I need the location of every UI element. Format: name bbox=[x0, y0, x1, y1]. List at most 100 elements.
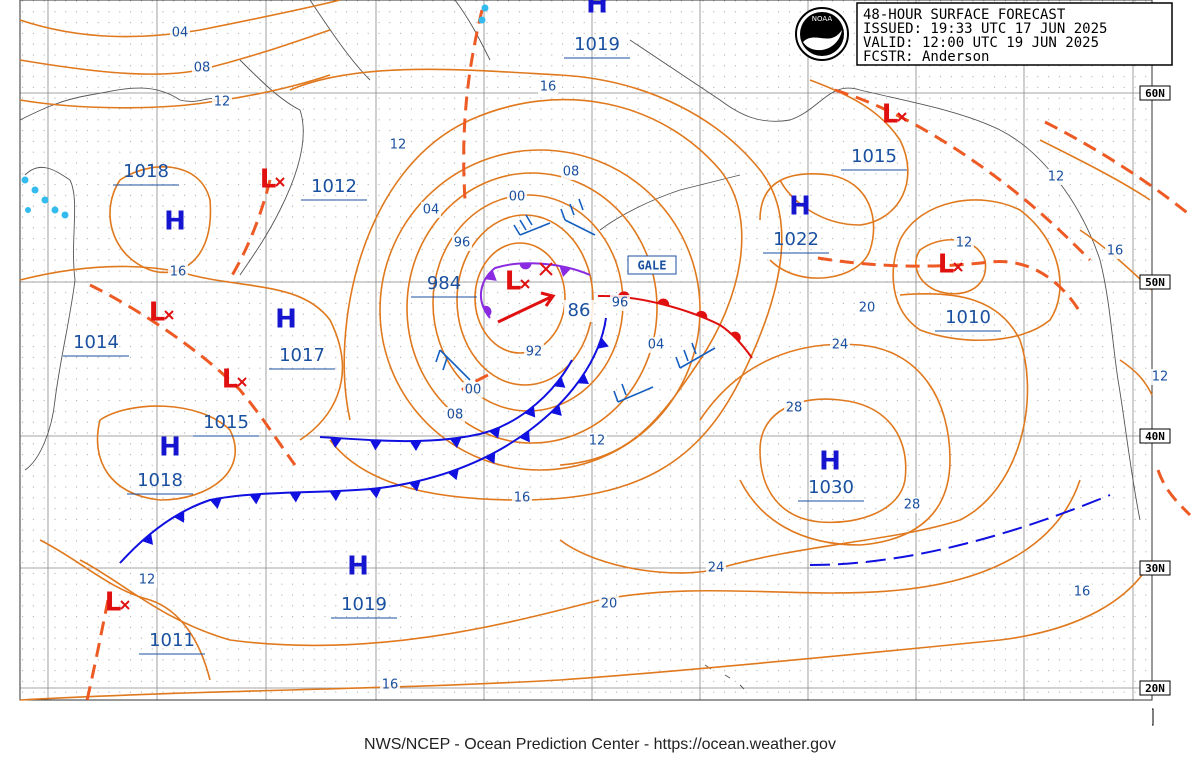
isobar-label-bg bbox=[538, 79, 558, 95]
axis-strip bbox=[20, 703, 1152, 731]
isobar-label-bg bbox=[1046, 169, 1066, 185]
center-pressure: 1018 bbox=[123, 161, 169, 182]
center-pressure: 1019 bbox=[341, 594, 387, 615]
isobar-label-bg bbox=[561, 164, 581, 180]
isobar-label: 12 bbox=[139, 573, 156, 588]
isobar-label: 96 bbox=[612, 296, 629, 311]
latitude-label: 30N bbox=[1145, 562, 1165, 575]
front-semicircle bbox=[695, 310, 708, 319]
troughs bbox=[78, 9, 1192, 731]
isobar-label-bg bbox=[564, 300, 594, 322]
center-pressure: 984 bbox=[427, 273, 461, 294]
front-triangle bbox=[329, 490, 342, 502]
isobar-label-bg bbox=[1072, 584, 1092, 600]
map-border bbox=[19, 0, 1153, 701]
isobar-label: 12 bbox=[1152, 370, 1169, 385]
noaa-text: NOAA bbox=[812, 15, 833, 23]
isobar-label: 96 bbox=[454, 236, 471, 251]
isobar-label: 12 bbox=[1048, 170, 1065, 185]
isobar-label-bg bbox=[524, 344, 544, 360]
front-triangle bbox=[447, 468, 459, 481]
isobar-label-bg bbox=[954, 235, 974, 251]
isobar-label-bg bbox=[421, 202, 441, 218]
motion-arrow bbox=[497, 291, 556, 324]
high-symbol: H bbox=[586, 0, 608, 20]
isobar-label: 04 bbox=[648, 338, 665, 353]
front-triangle bbox=[209, 497, 222, 509]
isobar-label: 16 bbox=[540, 80, 557, 95]
low-symbol: L bbox=[882, 100, 899, 130]
center-pressure: 1015 bbox=[851, 146, 897, 167]
center-pressure: 1019 bbox=[574, 34, 620, 55]
center-pressure: 1022 bbox=[773, 229, 819, 250]
center-pressure: 1010 bbox=[945, 307, 991, 328]
latitude-label: 20N bbox=[1145, 682, 1165, 695]
front-triangle bbox=[553, 376, 566, 388]
isobar-label: 16 bbox=[1107, 244, 1124, 259]
low-cross bbox=[275, 177, 285, 187]
isobar-label: 20 bbox=[859, 301, 876, 316]
front-semicircle bbox=[519, 263, 532, 270]
center-pressure: 1011 bbox=[149, 630, 195, 651]
isobar-label-bg bbox=[463, 382, 483, 398]
isobar-label: 08 bbox=[563, 165, 580, 180]
isobar-label: 86 bbox=[568, 300, 591, 321]
gale-warning-box bbox=[627, 255, 677, 275]
isobar-label: 16 bbox=[1074, 585, 1091, 600]
center-pressure: 1018 bbox=[137, 470, 183, 491]
isobar-label-bg bbox=[445, 407, 465, 423]
isobar-label: 24 bbox=[708, 561, 725, 576]
isobar-label-bg bbox=[599, 596, 619, 612]
gale-warning-group: GALE bbox=[627, 255, 677, 275]
isobar-label-bg bbox=[452, 235, 472, 251]
latitude-label: 40N bbox=[1145, 430, 1165, 443]
front-triangle bbox=[249, 493, 262, 505]
isobar-label: 00 bbox=[465, 383, 482, 398]
latitude-label-group: 50N bbox=[1139, 274, 1171, 290]
isobar-label: 20 bbox=[601, 597, 618, 612]
gale-warning: GALE bbox=[638, 259, 667, 273]
front-semicircle bbox=[730, 331, 741, 342]
noaa-logo: NOAA bbox=[795, 7, 849, 61]
isobar-label: 16 bbox=[170, 265, 187, 280]
high-symbol: H bbox=[159, 433, 181, 463]
high-symbol: H bbox=[275, 305, 297, 335]
latitude-label: 60N bbox=[1145, 87, 1165, 100]
isobar-label-bg bbox=[512, 490, 532, 506]
isobar-label: 12 bbox=[390, 138, 407, 153]
center-pressure: 1017 bbox=[279, 345, 325, 366]
low-cross bbox=[897, 112, 907, 122]
high-symbol: H bbox=[164, 207, 186, 237]
cyan-points bbox=[21, 4, 489, 219]
isobar-label: 00 bbox=[509, 190, 526, 205]
isobar-label-bg bbox=[168, 264, 188, 280]
low-symbol: L bbox=[222, 365, 239, 395]
low-cross bbox=[164, 310, 174, 320]
isobar-label: 08 bbox=[447, 408, 464, 423]
center-x bbox=[539, 262, 553, 276]
center-pressure: 1012 bbox=[311, 176, 357, 197]
latitude-label-box bbox=[1139, 274, 1171, 290]
front-triangle bbox=[597, 337, 609, 349]
front-triangle bbox=[485, 269, 497, 281]
isobar-label-bg bbox=[784, 400, 804, 416]
low-cross bbox=[120, 600, 130, 610]
isobar-label-bg bbox=[170, 25, 190, 41]
isobar-label: 12 bbox=[589, 434, 606, 449]
high-symbol: H bbox=[347, 552, 369, 582]
isobar-label: 08 bbox=[194, 61, 211, 76]
graticule bbox=[19, 0, 1153, 701]
isobar-label: 04 bbox=[172, 26, 189, 41]
isobar-label: 16 bbox=[514, 491, 531, 506]
coastlines bbox=[19, 0, 1141, 690]
latitude-label-group: 30N bbox=[1139, 560, 1171, 576]
wind-barbs bbox=[435, 198, 716, 403]
latitude-label-group: 40N bbox=[1139, 428, 1171, 444]
high-symbol: H bbox=[819, 447, 841, 477]
isobar-label-bg bbox=[507, 189, 527, 205]
isobar-label: 28 bbox=[904, 498, 921, 513]
isobar-label-bg bbox=[1105, 243, 1125, 259]
isobar-label-bg bbox=[857, 300, 877, 316]
front-semicircle bbox=[483, 305, 492, 317]
